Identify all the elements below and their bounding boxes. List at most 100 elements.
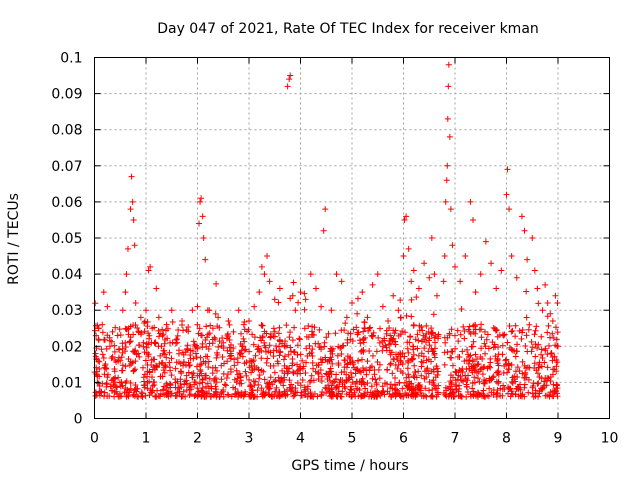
data-point bbox=[443, 177, 450, 184]
data-point bbox=[504, 339, 511, 346]
data-point bbox=[463, 357, 470, 364]
data-point bbox=[509, 347, 516, 354]
data-point bbox=[503, 361, 510, 368]
data-point bbox=[273, 347, 280, 354]
data-point bbox=[449, 242, 456, 249]
data-point bbox=[418, 393, 425, 400]
data-point bbox=[373, 393, 380, 400]
data-point bbox=[230, 345, 237, 352]
data-point bbox=[296, 336, 303, 343]
data-point bbox=[328, 307, 335, 314]
data-point bbox=[287, 329, 294, 336]
data-point bbox=[276, 285, 283, 292]
data-point bbox=[309, 328, 316, 335]
data-point bbox=[142, 357, 149, 364]
data-point bbox=[441, 361, 448, 368]
data-point bbox=[532, 353, 539, 360]
data-point bbox=[329, 360, 336, 367]
data-point bbox=[360, 348, 367, 355]
data-point bbox=[425, 337, 432, 344]
data-point bbox=[408, 313, 415, 320]
data-point bbox=[387, 360, 394, 367]
data-point bbox=[154, 387, 161, 394]
data-point bbox=[534, 345, 541, 352]
data-point bbox=[487, 364, 494, 371]
data-point bbox=[410, 373, 417, 380]
data-point bbox=[130, 216, 137, 223]
data-point bbox=[524, 256, 531, 263]
data-point bbox=[343, 371, 350, 378]
data-point bbox=[452, 345, 459, 352]
data-point bbox=[92, 389, 99, 396]
data-point bbox=[104, 303, 111, 310]
data-point bbox=[356, 387, 363, 394]
data-point bbox=[277, 392, 284, 399]
data-point bbox=[235, 307, 242, 314]
data-point bbox=[127, 206, 134, 213]
data-point bbox=[523, 365, 530, 372]
data-point bbox=[224, 330, 231, 337]
data-point bbox=[280, 356, 287, 363]
data-point bbox=[304, 393, 311, 400]
data-point bbox=[369, 352, 376, 359]
x-tick-label: 7 bbox=[451, 431, 460, 447]
data-point bbox=[482, 238, 489, 245]
data-point bbox=[202, 353, 209, 360]
data-point bbox=[462, 253, 469, 260]
data-point bbox=[531, 331, 538, 338]
data-point bbox=[155, 314, 162, 321]
data-point bbox=[400, 393, 407, 400]
data-point bbox=[294, 342, 301, 349]
data-point bbox=[103, 383, 110, 390]
data-point bbox=[461, 335, 468, 342]
data-point bbox=[256, 375, 263, 382]
y-tick-label: 0.1 bbox=[60, 51, 82, 67]
data-point bbox=[469, 380, 476, 387]
data-point bbox=[511, 348, 518, 355]
data-point bbox=[261, 391, 268, 398]
data-point bbox=[489, 339, 496, 346]
data-point bbox=[344, 339, 351, 346]
data-point bbox=[486, 363, 493, 370]
data-point bbox=[387, 361, 394, 368]
data-point bbox=[248, 383, 255, 390]
data-point bbox=[310, 365, 317, 372]
data-point bbox=[360, 367, 367, 374]
data-point bbox=[131, 242, 138, 249]
data-point bbox=[220, 370, 227, 377]
data-point bbox=[101, 389, 108, 396]
data-point bbox=[184, 342, 191, 349]
data-point bbox=[539, 307, 546, 314]
data-point bbox=[164, 335, 171, 342]
data-point bbox=[106, 343, 113, 350]
data-point bbox=[168, 355, 175, 362]
data-point bbox=[324, 375, 331, 382]
data-point bbox=[411, 374, 418, 381]
data-point bbox=[472, 289, 479, 296]
data-point bbox=[213, 354, 220, 361]
data-point bbox=[219, 354, 226, 360]
data-point bbox=[144, 379, 151, 386]
data-point bbox=[449, 348, 456, 355]
data-point bbox=[391, 375, 398, 382]
data-point bbox=[432, 339, 439, 346]
data-point bbox=[350, 361, 357, 368]
data-point bbox=[227, 368, 234, 375]
data-point bbox=[147, 386, 154, 393]
data-point bbox=[543, 382, 550, 389]
data-point bbox=[376, 375, 383, 382]
data-point bbox=[399, 328, 406, 335]
data-point bbox=[99, 329, 106, 336]
data-point bbox=[404, 339, 411, 346]
data-point bbox=[132, 366, 139, 373]
data-point bbox=[318, 359, 325, 366]
data-point bbox=[526, 321, 533, 328]
data-point bbox=[387, 340, 394, 347]
data-point bbox=[261, 392, 268, 399]
data-point bbox=[392, 389, 399, 396]
data-point bbox=[503, 191, 510, 198]
data-point bbox=[261, 328, 268, 335]
data-point bbox=[388, 393, 395, 400]
data-point bbox=[166, 359, 173, 366]
